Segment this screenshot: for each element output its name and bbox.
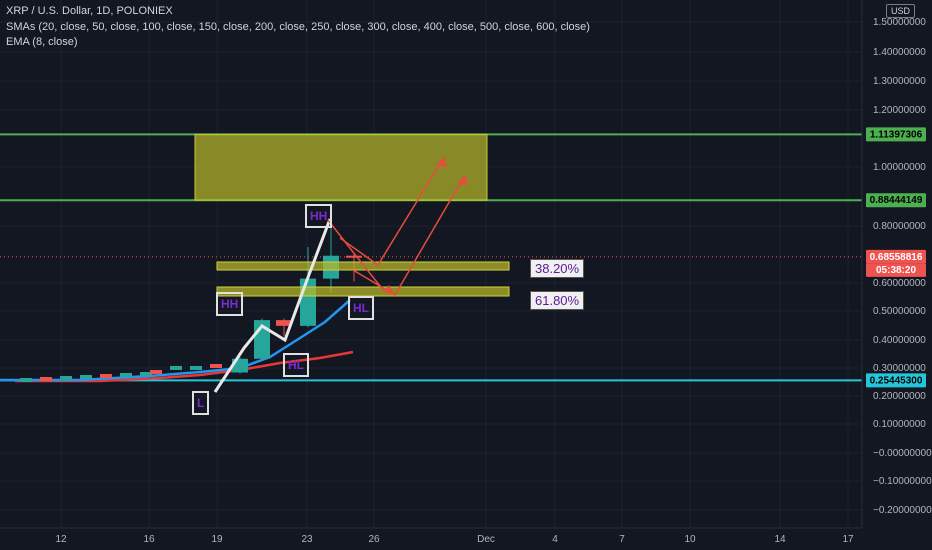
y-tick-label: −0.20000000 <box>873 505 932 516</box>
x-tick-label: 23 <box>301 534 313 545</box>
x-tick-label: 12 <box>55 534 67 545</box>
y-tick-label: 0.10000000 <box>873 419 926 430</box>
y-tick-label: 0.30000000 <box>873 363 926 374</box>
candle-body <box>276 320 292 326</box>
candle-small <box>210 364 222 368</box>
resistance-zone <box>194 133 488 201</box>
fib-618-band <box>216 286 510 297</box>
y-tick-label: −0.10000000 <box>873 476 932 487</box>
x-tick-label: 26 <box>368 534 380 545</box>
tag-resistance-low-bg <box>866 193 926 208</box>
symbol-title: XRP / U.S. Dollar, 1D, POLONIEX <box>6 5 173 17</box>
x-tick-label: 14 <box>774 534 786 545</box>
tag-support-text: 0.25445300 <box>870 375 923 386</box>
y-tick-label: 0.40000000 <box>873 335 926 346</box>
x-tick-label: Dec <box>477 534 495 545</box>
tag-resistance-high: 1.11397306 <box>866 127 926 142</box>
x-tick-label: 10 <box>684 534 696 545</box>
swing-hh-mid: HH <box>216 292 244 316</box>
projection-arrow-head <box>436 157 447 167</box>
ema-legend: EMA (8, close) <box>6 36 78 48</box>
tag-resistance-high-text: 1.11397306 <box>870 129 923 140</box>
candle-body <box>346 255 362 258</box>
candle-small <box>140 372 152 376</box>
fib-382-label: 38.20% <box>530 259 585 278</box>
tag-support: 0.25445300 <box>866 373 926 388</box>
x-tick-label: 4 <box>552 534 558 545</box>
x-tick-label: 7 <box>619 534 625 545</box>
candle-small <box>120 373 132 377</box>
candle-small <box>150 370 162 374</box>
candle-body <box>300 278 316 326</box>
tag-countdown: 05:38:20 <box>866 263 926 277</box>
candle-small <box>20 378 32 382</box>
fib-382-band <box>216 261 510 271</box>
y-tick-label: 0.80000000 <box>873 221 926 232</box>
sma-legend: SMAs (20, close, 50, close, 100, close, … <box>6 21 590 33</box>
fib-618-label: 61.80% <box>530 291 585 310</box>
tag-countdown-bg <box>866 263 926 277</box>
candle-small <box>60 376 72 380</box>
candle-small <box>190 366 202 370</box>
y-tick-label: 0.20000000 <box>873 391 926 402</box>
tag-resistance-low: 0.88444149 <box>866 193 926 208</box>
tag-last-price-bg <box>866 249 926 264</box>
currency-badge[interactable]: USD <box>886 4 916 18</box>
y-tick-label: 1.30000000 <box>873 76 926 87</box>
time-axis[interactable]: 12 16 19 23 26 Dec 4 7 10 14 17 <box>0 527 862 545</box>
y-tick-label: 0.60000000 <box>873 278 926 289</box>
candle-small <box>40 377 52 381</box>
tag-last-price-text: 0.68558816 <box>870 252 923 263</box>
candle-small <box>80 375 92 379</box>
y-tick-label: 1.50000000 <box>873 17 926 28</box>
swing-hh-top: HH <box>305 204 333 228</box>
drawings-layer <box>194 133 510 393</box>
y-tick-label: 1.00000000 <box>873 162 926 173</box>
x-tick-label: 16 <box>143 534 155 545</box>
tag-support-bg <box>866 373 926 388</box>
tag-resistance-high-bg <box>866 127 926 142</box>
y-tick-label: −0.00000000 <box>873 448 932 459</box>
ema-line <box>15 350 354 383</box>
swing-hl-right: HL <box>348 296 374 320</box>
y-tick-label: 1.20000000 <box>873 105 926 116</box>
swing-low: L <box>192 391 210 415</box>
projection-arrow-head <box>384 285 395 295</box>
tag-last-price: 0.68558816 <box>866 249 926 264</box>
y-tick-label: 0.50000000 <box>873 306 926 317</box>
structure-line <box>213 218 332 393</box>
y-tick-label: 1.40000000 <box>873 47 926 58</box>
tag-resistance-low-text: 0.88444149 <box>870 195 923 206</box>
price-tags: 1.11397306 0.88444149 0.68558816 05:38:20 0.… <box>866 127 926 388</box>
projection-arrow-head <box>457 175 468 185</box>
tag-countdown-text: 05:38:20 <box>876 265 916 276</box>
swing-hl-low: HL <box>283 353 309 377</box>
projection-line-a <box>327 219 385 292</box>
x-tick-label: 17 <box>842 534 854 545</box>
projection-line-b <box>339 156 445 267</box>
candle-small <box>170 366 182 370</box>
x-tick-label: 19 <box>211 534 223 545</box>
candle-small <box>100 374 112 378</box>
